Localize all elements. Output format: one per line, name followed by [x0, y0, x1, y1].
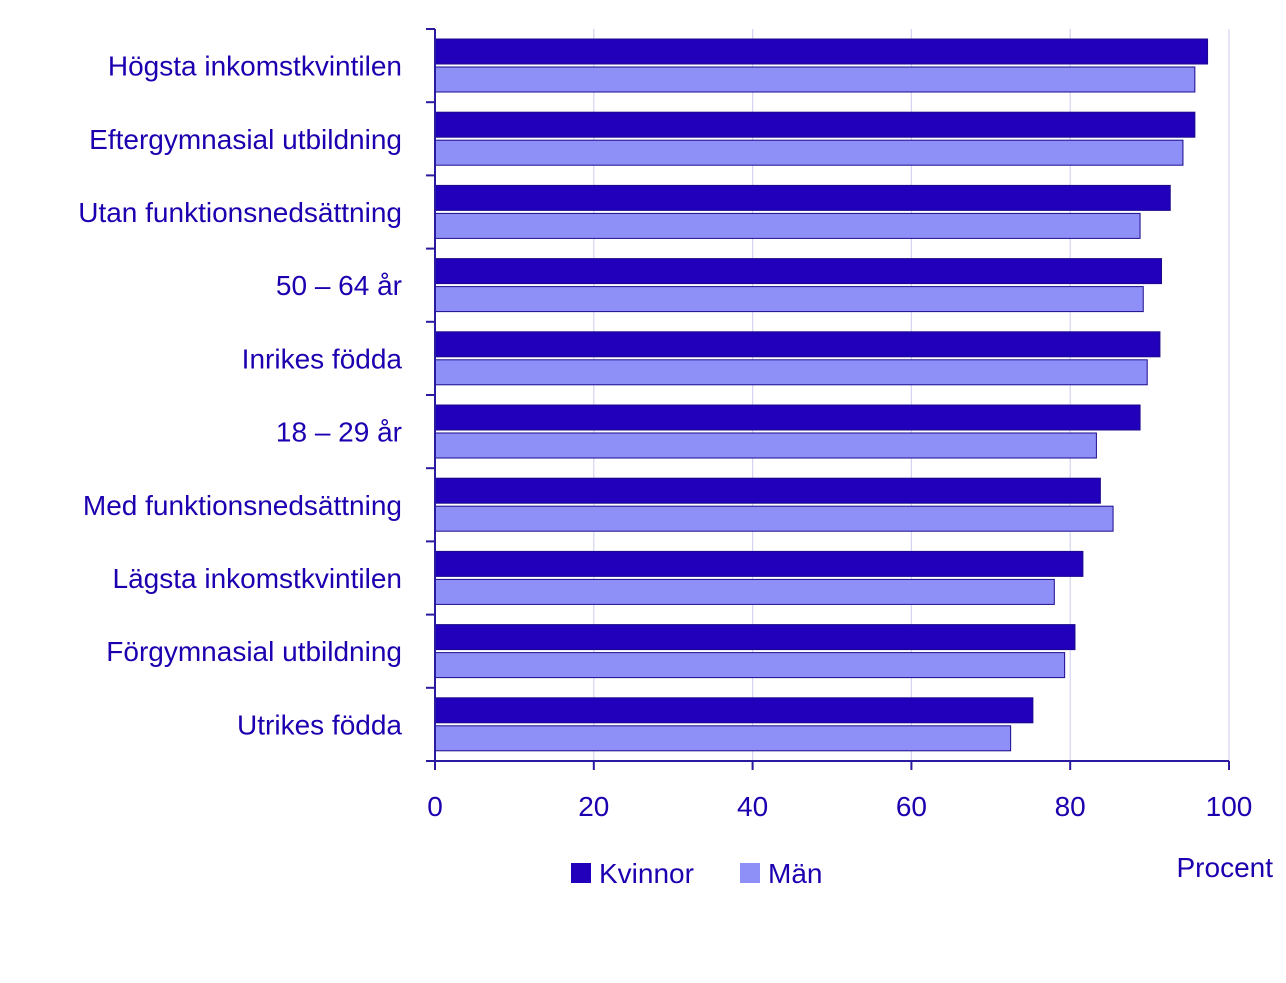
category-label: Lägsta inkomstkvintilen	[113, 563, 402, 594]
category-label: Inrikes födda	[242, 343, 403, 374]
bar-kvinnor	[434, 331, 1161, 358]
bar-kvinnor	[434, 477, 1101, 504]
category-labels: Högsta inkomstkvintilen Eftergymnasial ut…	[78, 51, 402, 741]
bar-man	[434, 432, 1097, 459]
bar-kvinnor	[434, 111, 1196, 138]
bar-man	[434, 359, 1148, 386]
category-label: Utan funktionsnedsättning	[78, 197, 402, 228]
bar-kvinnor	[434, 624, 1076, 651]
x-tick-label: 60	[896, 791, 927, 822]
axes	[426, 28, 1230, 770]
legend-label-kvinnor: Kvinnor	[599, 858, 694, 889]
category-label: Förgymnasial utbildning	[106, 636, 402, 667]
x-tick-label: 20	[578, 791, 609, 822]
legend-swatch-kvinnor	[571, 863, 591, 883]
category-label: Med funktionsnedsättning	[83, 490, 402, 521]
bar-man	[434, 139, 1184, 166]
x-tick-label: 0	[427, 791, 443, 822]
bars	[434, 38, 1209, 752]
x-tick-label: 80	[1055, 791, 1086, 822]
category-label: 50 – 64 år	[276, 270, 402, 301]
category-label: Utrikes födda	[237, 709, 402, 740]
legend-swatch-man	[740, 863, 760, 883]
bar-kvinnor	[434, 550, 1084, 577]
gridlines	[593, 29, 1230, 761]
bar-man	[434, 505, 1114, 532]
category-label: Eftergymnasial utbildning	[89, 124, 402, 155]
bar-man	[434, 66, 1196, 93]
bar-man	[434, 286, 1144, 313]
bar-kvinnor	[434, 184, 1171, 211]
bar-man	[434, 578, 1055, 605]
bar-man	[434, 725, 1012, 752]
bar-kvinnor	[434, 38, 1209, 65]
bar-kvinnor	[434, 258, 1163, 285]
x-tick-labels: 0 20 40 60 80 100	[427, 791, 1252, 822]
bar-kvinnor	[434, 404, 1141, 431]
legend: Kvinnor Män	[571, 858, 822, 889]
category-label: Högsta inkomstkvintilen	[108, 51, 402, 82]
x-tick-label: 100	[1206, 791, 1253, 822]
bar-man	[434, 212, 1141, 239]
x-axis-unit-label: Procent	[1177, 852, 1274, 883]
x-tick-label: 40	[737, 791, 768, 822]
bar-man	[434, 652, 1066, 679]
legend-label-man: Män	[768, 858, 822, 889]
category-label: 18 – 29 år	[276, 417, 402, 448]
bar-kvinnor	[434, 697, 1034, 724]
